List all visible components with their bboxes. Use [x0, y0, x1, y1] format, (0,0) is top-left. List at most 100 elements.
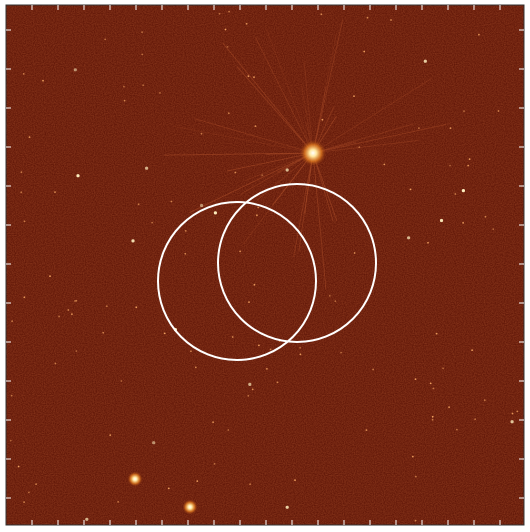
star — [254, 284, 256, 286]
star — [424, 60, 427, 63]
star — [286, 506, 289, 509]
star — [248, 383, 251, 386]
star — [492, 228, 494, 230]
star — [201, 133, 203, 135]
star — [320, 13, 322, 15]
star — [135, 306, 137, 308]
star — [261, 174, 263, 176]
star — [246, 23, 248, 25]
star — [71, 313, 73, 315]
star — [239, 251, 241, 253]
star — [454, 193, 456, 195]
star — [85, 518, 88, 521]
star — [433, 388, 435, 390]
sky-noise — [6, 5, 524, 525]
star — [256, 214, 258, 216]
star — [248, 75, 250, 77]
star — [200, 204, 203, 207]
star — [35, 483, 37, 485]
star — [390, 19, 392, 21]
star — [228, 11, 230, 13]
star — [75, 350, 77, 352]
star — [252, 389, 254, 391]
star — [106, 305, 108, 307]
star — [498, 110, 500, 112]
star — [410, 189, 412, 191]
star — [104, 39, 106, 41]
star — [24, 221, 26, 223]
image-area — [6, 5, 524, 525]
star — [54, 191, 56, 193]
star — [29, 136, 31, 138]
star — [159, 92, 161, 94]
star — [138, 203, 140, 205]
star — [42, 80, 44, 82]
star — [450, 127, 452, 129]
star — [23, 501, 25, 503]
star — [171, 201, 173, 203]
star — [415, 476, 417, 478]
star — [418, 127, 420, 129]
star — [467, 165, 469, 167]
bright-blob — [127, 471, 143, 487]
star — [448, 406, 450, 408]
page-body: (() => { const svg = document.getElement… — [0, 0, 530, 532]
star — [11, 320, 13, 322]
star — [469, 158, 471, 160]
star — [23, 296, 25, 298]
star — [286, 168, 289, 171]
star — [109, 434, 111, 436]
star — [75, 300, 77, 302]
star — [28, 492, 30, 494]
star — [432, 416, 434, 418]
star — [74, 68, 77, 71]
star — [219, 13, 221, 15]
bright-star — [299, 139, 327, 167]
star — [141, 54, 143, 56]
star — [277, 382, 279, 384]
star — [353, 95, 355, 97]
star — [196, 480, 198, 482]
bright-blob — [182, 499, 198, 515]
star — [227, 46, 229, 48]
star — [228, 112, 230, 114]
star — [366, 429, 368, 431]
star — [253, 76, 255, 78]
star — [123, 86, 125, 88]
star — [117, 501, 119, 503]
star — [18, 466, 20, 468]
star — [164, 333, 166, 335]
star — [258, 345, 260, 347]
star — [212, 421, 214, 423]
star — [266, 368, 268, 370]
star — [358, 146, 360, 148]
star — [131, 239, 134, 242]
star — [257, 207, 259, 209]
star — [383, 164, 385, 166]
star — [415, 378, 417, 380]
star — [141, 31, 143, 33]
star — [462, 222, 464, 224]
star — [456, 429, 458, 431]
star — [270, 349, 272, 351]
star — [440, 219, 443, 222]
star — [363, 51, 365, 53]
star — [340, 352, 342, 354]
star — [415, 520, 417, 522]
star — [55, 363, 57, 365]
star — [255, 125, 257, 127]
star — [334, 300, 336, 302]
star — [142, 84, 144, 86]
star — [478, 34, 480, 36]
star — [185, 230, 187, 232]
star — [151, 222, 153, 224]
star — [102, 332, 104, 334]
star — [449, 165, 451, 167]
star — [227, 429, 229, 431]
star — [294, 479, 296, 481]
star — [436, 333, 438, 335]
star — [485, 216, 487, 218]
star — [168, 488, 170, 490]
star — [214, 463, 216, 465]
star — [322, 119, 324, 121]
